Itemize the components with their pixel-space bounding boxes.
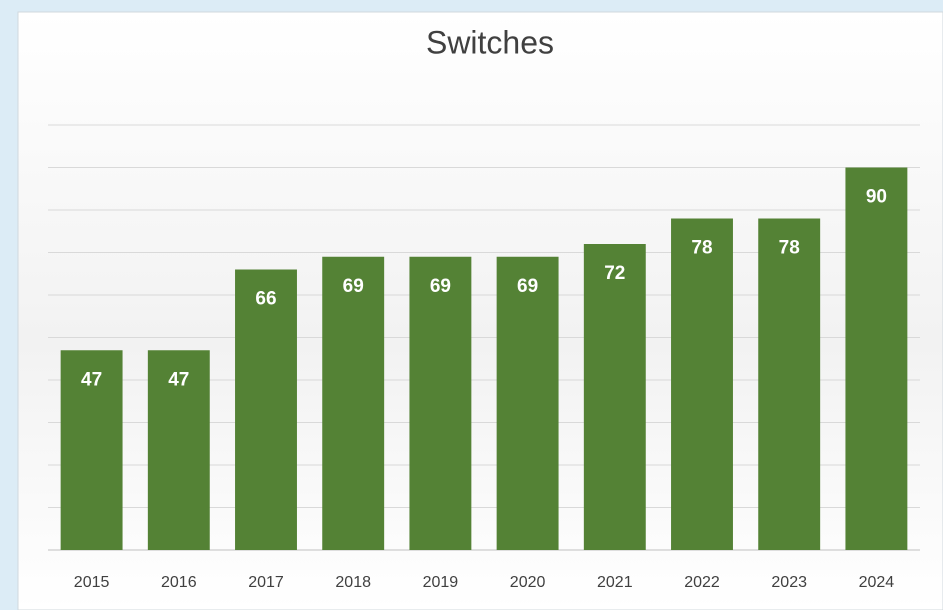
x-tick-label: 2023 [771, 574, 807, 591]
x-tick-label: 2018 [335, 574, 371, 591]
bar [322, 256, 385, 550]
x-tick-label: 2016 [161, 574, 197, 591]
value-label: 78 [779, 238, 800, 259]
bar [845, 167, 908, 550]
bar [671, 218, 733, 550]
bar [583, 244, 646, 550]
value-label: 66 [255, 289, 276, 310]
bar [496, 256, 559, 550]
x-tick-label: 2022 [684, 574, 720, 591]
value-label: 90 [866, 187, 887, 208]
value-label: 69 [430, 276, 451, 297]
bar [60, 350, 123, 550]
x-tick-label: 2024 [859, 574, 895, 591]
value-label: 47 [81, 369, 102, 390]
value-label: 69 [517, 276, 538, 297]
bar [409, 256, 472, 550]
value-label: 72 [604, 263, 625, 284]
chart-title: Switches [426, 24, 554, 60]
bar [235, 269, 297, 550]
x-tick-label: 2015 [74, 574, 110, 591]
value-label: 69 [343, 276, 364, 297]
x-tick-label: 2021 [597, 574, 633, 591]
value-label: 47 [168, 369, 189, 390]
value-label: 78 [691, 238, 712, 259]
x-tick-label: 2019 [423, 574, 459, 591]
x-tick-label: 2020 [510, 574, 546, 591]
x-tick-label: 2017 [248, 574, 284, 591]
bar [147, 350, 210, 550]
bar [758, 218, 821, 550]
